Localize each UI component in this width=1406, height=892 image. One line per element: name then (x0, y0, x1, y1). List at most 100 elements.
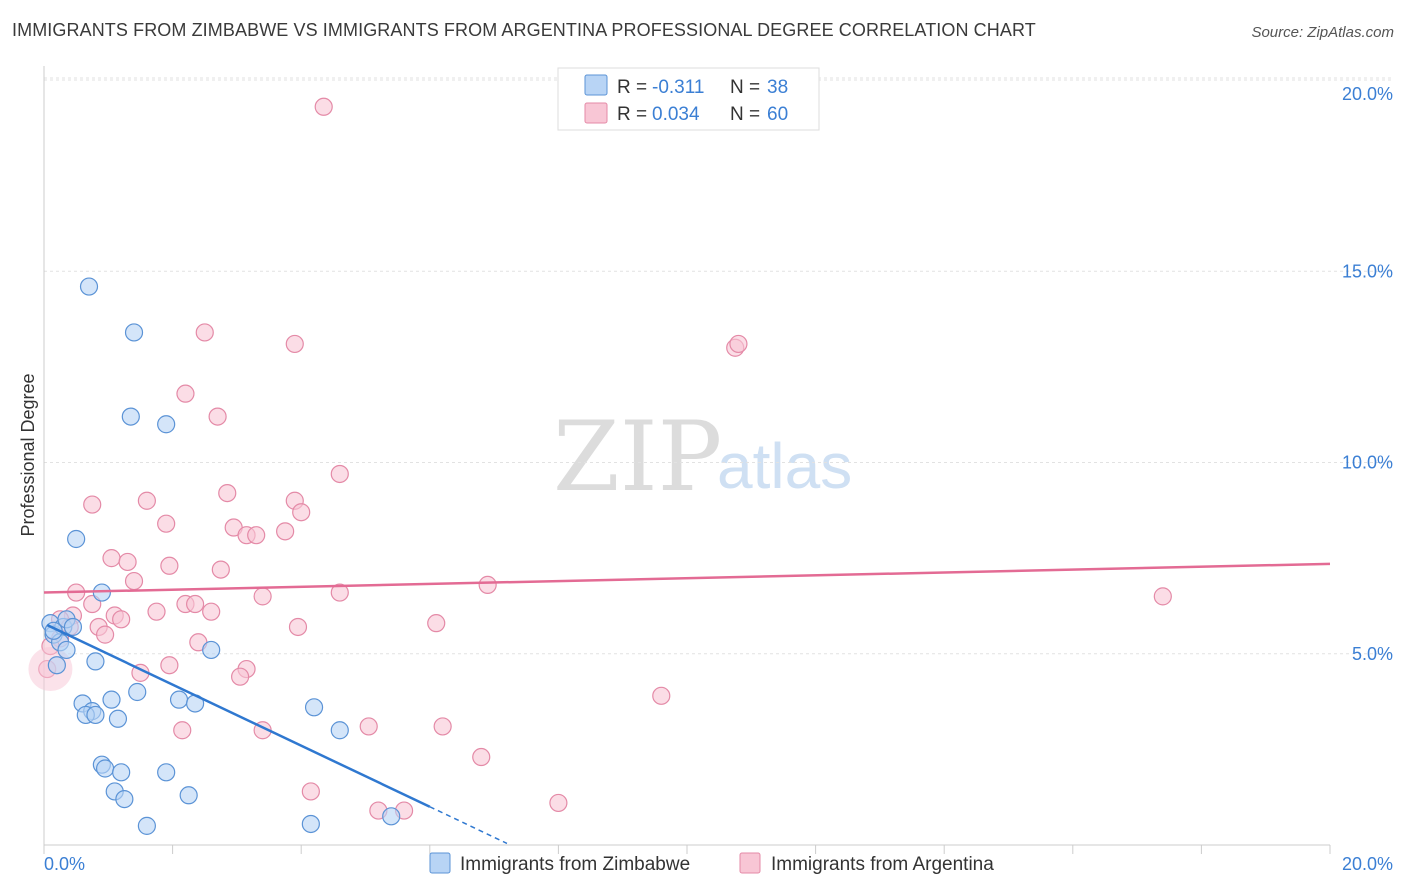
trend-line-zimbabwe (46, 623, 431, 808)
scatter-point-zimbabwe (137, 816, 156, 835)
scatter-point-argentina (208, 407, 227, 426)
scatter-point-argentina (231, 667, 250, 686)
legend-r-label-zimbabwe: R = (617, 77, 647, 98)
scatter-point-zimbabwe (86, 652, 105, 671)
scatter-point-argentina (427, 614, 446, 633)
scatter-point-zimbabwe (157, 763, 176, 782)
legend-n-label-argentina: N = (730, 104, 760, 125)
scatter-point-zimbabwe (67, 529, 86, 549)
scatter-point-argentina (202, 602, 221, 621)
scatter-point-zimbabwe (47, 656, 66, 675)
scatter-point-zimbabwe (124, 323, 144, 342)
scatter-point-argentina (1153, 587, 1172, 606)
scatter-point-zimbabwe (179, 786, 198, 805)
scatter-point-zimbabwe (304, 698, 324, 717)
trend-line-argentina (43, 562, 1331, 594)
bottom-legend-swatch-argentina (739, 852, 761, 874)
y-tick-label: 5.0% (1352, 644, 1393, 664)
scatter-point-argentina (160, 556, 179, 575)
watermark-atlas: atlas (717, 430, 852, 502)
scatter-point-argentina (276, 522, 295, 541)
scatter-point-zimbabwe (301, 814, 320, 834)
trend-lines (43, 562, 1331, 845)
x-tick-label: 20.0% (1342, 854, 1393, 874)
scatter-point-zimbabwe (95, 759, 115, 778)
bottom-legend: Immigrants from Zimbabwe Immigrants from… (429, 852, 994, 875)
scatter-point-argentina (253, 587, 272, 606)
legend-n-value-argentina: 60 (767, 104, 788, 125)
legend-r-value-zimbabwe: -0.311 (652, 77, 704, 98)
scatter-point-zimbabwe (128, 682, 147, 702)
scatter-point-argentina (157, 514, 176, 533)
scatter-point-zimbabwe (169, 690, 189, 709)
scatter-point-zimbabwe (115, 789, 134, 809)
scatter-point-argentina (285, 334, 304, 354)
legend-r-value-argentina: 0.034 (652, 104, 700, 125)
scatter-point-argentina (118, 552, 137, 572)
bottom-legend-swatch-zimbabwe (429, 852, 451, 874)
scatter-point-argentina (112, 610, 131, 629)
legend-n-value-zimbabwe: 38 (767, 77, 788, 98)
scatter-point-zimbabwe (112, 763, 131, 782)
scatter-point-argentina (147, 602, 166, 621)
legend-swatch-zimbabwe (584, 74, 608, 96)
x-tick-label: 0.0% (44, 854, 85, 874)
scatter-point-argentina (314, 97, 333, 116)
source-label: Source: ZipAtlas.com (1251, 24, 1394, 41)
scatter-point-argentina (83, 495, 102, 514)
scatter-point-zimbabwe (102, 690, 121, 709)
scatter-point-argentina (186, 594, 205, 614)
y-tick-label: 20.0% (1342, 84, 1393, 104)
scatter-point-argentina (218, 484, 237, 503)
scatter-point-zimbabwe (57, 640, 76, 660)
scatter-point-argentina (160, 656, 179, 675)
scatter-point-argentina (95, 625, 115, 644)
scatter-point-argentina (292, 503, 311, 522)
chart-title: IMMIGRANTS FROM ZIMBABWE VS IMMIGRANTS F… (12, 20, 1036, 40)
watermark: ZIP atlas (553, 401, 852, 513)
scatter-point-argentina (472, 747, 491, 767)
scatter-point-argentina (729, 334, 748, 354)
top-legend: R = -0.311 N = 38 R = 0.034 N = 60 (557, 67, 820, 131)
scatter-point-argentina (288, 617, 308, 637)
bottom-legend-label-argentina: Immigrants from Argentina (771, 854, 994, 875)
scatter-point-zimbabwe (330, 721, 349, 740)
scatter-point-zimbabwe (86, 705, 105, 725)
legend-n-label-zimbabwe: N = (730, 77, 760, 98)
legend-swatch-argentina (584, 102, 608, 124)
scatter-point-zimbabwe (382, 807, 401, 826)
scatter-point-argentina (137, 491, 156, 510)
scatter-point-zimbabwe (63, 617, 83, 637)
scatter-point-argentina (433, 717, 452, 736)
scatter-point-argentina (359, 717, 378, 736)
y-tick-labels: 5.0% 10.0% 15.0% 20.0% (1342, 84, 1393, 664)
scatter-point-argentina (124, 571, 144, 591)
scatter-point-argentina (478, 575, 497, 595)
scatter-point-argentina (173, 721, 192, 740)
scatter-point-zimbabwe (108, 709, 128, 728)
scatter-point-argentina (247, 526, 266, 545)
bottom-legend-label-zimbabwe: Immigrants from Zimbabwe (460, 854, 690, 875)
y-tick-label: 15.0% (1342, 261, 1393, 281)
x-tick-labels: 0.0% 20.0% (44, 854, 1393, 874)
watermark-zip: ZIP (553, 401, 722, 513)
scatter-point-zimbabwe (121, 407, 140, 426)
axes (43, 66, 1331, 854)
scatter-point-argentina (301, 782, 320, 801)
scatter-point-argentina (195, 323, 214, 342)
scatter-point-zimbabwe (157, 415, 176, 434)
scatter-point-argentina (330, 464, 349, 484)
scatter-point-argentina (102, 549, 121, 568)
y-axis-title: Professional Degree (18, 373, 38, 536)
trend-line-zimbabwe-extension (429, 806, 508, 845)
y-tick-label: 10.0% (1342, 453, 1393, 473)
scatter-point-zimbabwe (79, 277, 99, 296)
scatter-point-argentina (176, 384, 195, 403)
legend-r-label-argentina: R = (617, 104, 647, 125)
scatter-point-argentina (211, 560, 230, 579)
scatter-point-argentina (330, 583, 349, 602)
series-zimbabwe (41, 277, 401, 835)
scatter-point-argentina (549, 793, 568, 813)
